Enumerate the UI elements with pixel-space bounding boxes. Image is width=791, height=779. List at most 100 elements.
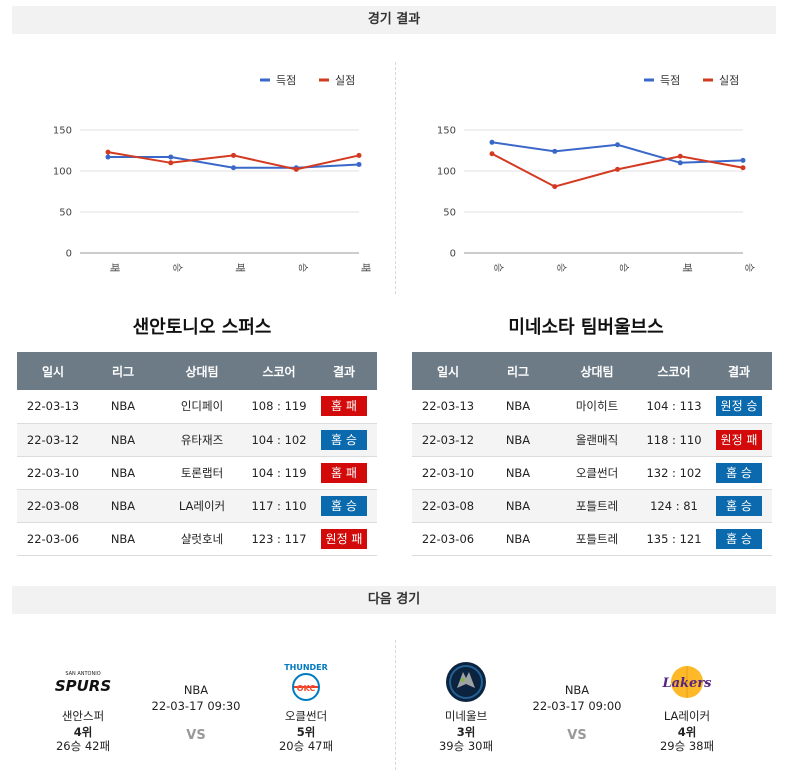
col-date: 일시 [412,352,484,390]
table-row: 22-03-10 NBA 오클썬더 132 : 102 홈 승 [412,456,772,490]
results-divider [395,62,396,294]
league-cell: NBA [484,456,552,490]
scored-point [740,157,746,163]
opponent-cell: 오클썬더 [552,456,642,490]
table-row: 22-03-12 NBA 유타재즈 104 : 102 홈 승 [17,423,377,457]
table-row: 22-03-08 NBA LA레이커 117 : 110 홈 승 [17,489,377,523]
date-cell: 22-03-06 [17,522,89,556]
results-section-header: 경기 결과 [12,6,776,34]
col-result: 결과 [706,352,772,390]
team-name: 미네울브 [444,709,488,723]
vs-label: VS [186,728,206,743]
conceded-point [105,149,111,155]
opponent-cell: LA레이커 [157,489,247,523]
col-result: 결과 [311,352,377,390]
date-cell: 22-03-13 [17,390,89,424]
result-cell: 홈 승 [311,423,377,457]
date-cell: 22-03-06 [412,522,484,556]
conceded-point [231,152,236,158]
result-badge: 홈 승 [716,495,762,516]
next-games-section-header: 다음 경기 [12,586,776,614]
opponent-cell: 올랜매직 [552,423,642,457]
scored-point [615,142,620,148]
team-record: 39승 30패 [438,739,494,753]
scored-point [231,165,236,171]
x-tick-label: 승 [555,263,567,272]
lakers-logo: Lakers [637,660,737,704]
opponent-cell: 포틀트레 [552,489,642,523]
next-game-2-away[interactable]: Lakers LA레이커 4위 29승 38패 [637,660,737,753]
game-datetime: 22-03-17 09:30 [151,699,241,713]
x-tick-label: 승 [492,263,504,272]
opponent-cell: 마이히트 [552,390,642,424]
result-badge: 원정 승 [715,396,763,417]
next-game-2-info: NBA 22-03-17 09:00 [522,682,632,714]
legend-scored-label: 득점 [276,74,296,87]
score-cell: 132 : 102 [642,456,706,490]
score-cell: 117 : 110 [247,489,311,523]
team-record: 29승 38패 [659,739,715,753]
wolves-score-chart: 득점 실점 0 50 100 150 승 승 승 패 승 [437,74,755,272]
result-cell: 홈 패 [311,390,377,424]
result-cell: 홈 승 [706,489,772,523]
result-badge: 원정 패 [715,429,763,450]
league-cell: NBA [89,423,157,457]
y-tick-label: 100 [437,167,456,178]
date-cell: 22-03-12 [412,423,484,457]
score-cell: 123 : 117 [247,522,311,556]
table-row: 22-03-12 NBA 올랜매직 118 : 110 원정 패 [412,423,772,457]
conceded-point [615,166,620,172]
score-cell: 104 : 102 [247,423,311,457]
col-score: 스코어 [247,352,311,390]
next-game-2-home[interactable]: 미네울브 3위 39승 30패 [416,660,516,753]
x-tick-label: 패 [359,263,371,272]
result-cell: 홈 패 [311,456,377,490]
y-tick-label: 0 [450,249,456,260]
result-badge: 홈 승 [716,462,762,483]
league-cell: NBA [89,390,157,424]
league-label: NBA [564,683,590,697]
x-tick-label: 승 [743,263,755,272]
date-cell: 22-03-10 [412,456,484,490]
result-cell: 홈 승 [311,489,377,523]
conceded-point [293,166,299,172]
conceded-point [740,165,746,171]
x-tick-label: 패 [108,263,120,272]
team-record: 26승 42패 [55,739,111,753]
date-cell: 22-03-12 [17,423,89,457]
next-game-1-home[interactable]: SAN ANTONIO SPURS 샌안스퍼 4위 26승 42패 [33,660,133,753]
team-title-spurs: 샌안토니오 스퍼스 [132,317,272,338]
score-cell: 118 : 110 [642,423,706,457]
spurs-score-chart: 득점 실점 0 50 100 150 패 승 패 승 패 [53,74,371,272]
x-tick-label: 패 [234,263,246,272]
opponent-cell: 토론랩터 [157,456,247,490]
league-cell: NBA [484,522,552,556]
conceded-point [552,184,558,190]
score-cell: 124 : 81 [642,489,706,523]
team-record: 20승 47패 [278,739,334,753]
logo-small-text: OKC [297,684,316,693]
x-tick-label: 승 [171,263,183,272]
scored-point [489,139,495,145]
x-tick-label: 승 [618,263,630,272]
y-tick-label: 50 [443,208,456,219]
conceded-point [677,153,683,159]
scored-point [105,154,111,160]
team-name: 오클썬더 [284,709,328,723]
result-cell: 원정 승 [706,390,772,424]
result-badge: 홈 패 [321,396,367,417]
next-game-1-away[interactable]: THUNDER OKC 오클썬더 5위 20승 47패 [256,660,356,753]
team-rank: 4위 [73,725,93,739]
col-opponent: 상대팀 [157,352,247,390]
date-cell: 22-03-08 [412,489,484,523]
result-cell: 홈 승 [706,456,772,490]
logo-text: Lakers [661,676,712,691]
x-tick-label: 패 [680,263,692,272]
legend-conceded-label: 실점 [335,74,355,87]
opponent-cell: 포틀트레 [552,522,642,556]
league-cell: NBA [89,522,157,556]
result-badge: 홈 패 [321,462,367,483]
league-cell: NBA [484,390,552,424]
y-tick-label: 50 [59,208,72,219]
date-cell: 22-03-13 [412,390,484,424]
